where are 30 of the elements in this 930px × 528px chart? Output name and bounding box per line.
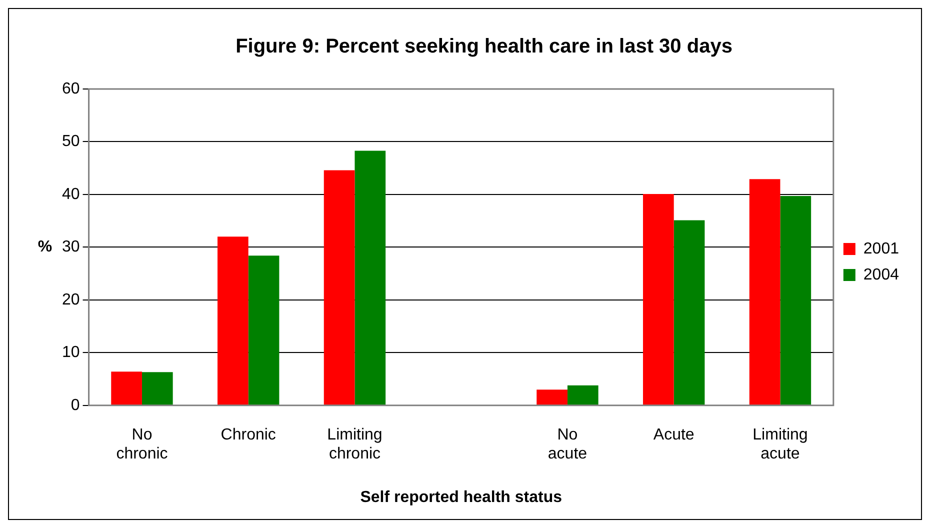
x-axis-title: Self reported health status (360, 488, 562, 506)
legend-label: 2004 (863, 266, 900, 284)
x-tick-label: Chronic (220, 426, 276, 444)
bar (324, 170, 355, 405)
bar (536, 390, 568, 405)
chart-title: Figure 9: Percent seeking health care in last 30 days (236, 36, 732, 58)
bar (354, 150, 386, 405)
y-tick-label: 10 (62, 344, 80, 362)
bar (111, 372, 142, 405)
y-tick-label: 20 (62, 291, 80, 308)
y-tick-label: 0 (70, 396, 80, 414)
legend-label: 2001 (863, 240, 900, 258)
x-tick-label: No acute (548, 426, 588, 463)
bar (643, 194, 674, 405)
x-tick-label: Acute (653, 426, 694, 444)
y-tick-label: 50 (62, 133, 80, 150)
x-tick-label: Limiting chronic (327, 426, 382, 463)
bar (248, 256, 280, 405)
bar (749, 179, 780, 405)
bar (567, 385, 598, 405)
y-tick-label: 60 (62, 80, 80, 98)
bar (218, 236, 248, 405)
bar (780, 196, 812, 405)
bar (142, 372, 173, 405)
y-axis-title: % (38, 238, 52, 256)
x-tick-label: Limiting acute (752, 426, 808, 463)
y-tick-label: 30 (62, 238, 80, 256)
bar (674, 220, 705, 405)
x-tick-label: No chronic (116, 426, 168, 463)
y-tick-label: 40 (62, 186, 80, 203)
